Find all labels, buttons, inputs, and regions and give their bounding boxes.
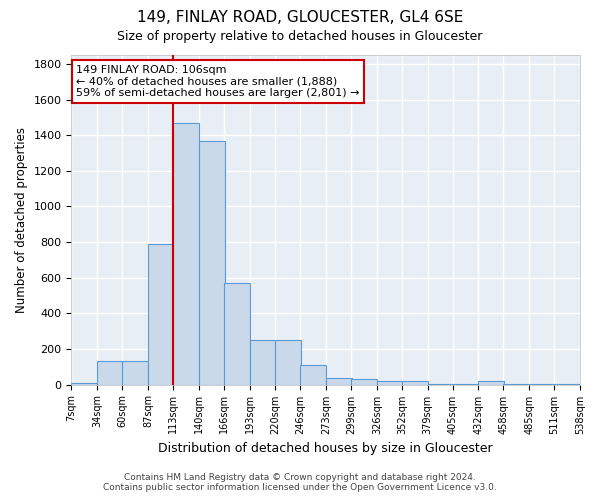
- Bar: [122, 362, 148, 384]
- Bar: [199, 140, 224, 384]
- Bar: [351, 379, 377, 384]
- Bar: [71, 383, 97, 384]
- Text: 149 FINLAY ROAD: 106sqm
← 40% of detached houses are smaller (1,888)
59% of semi: 149 FINLAY ROAD: 106sqm ← 40% of detache…: [76, 65, 360, 98]
- Bar: [326, 378, 352, 384]
- Bar: [148, 244, 174, 384]
- Bar: [478, 381, 505, 384]
- Text: 149, FINLAY ROAD, GLOUCESTER, GL4 6SE: 149, FINLAY ROAD, GLOUCESTER, GL4 6SE: [137, 10, 463, 25]
- Bar: [301, 365, 326, 384]
- Bar: [173, 122, 199, 384]
- Bar: [275, 340, 301, 384]
- X-axis label: Distribution of detached houses by size in Gloucester: Distribution of detached houses by size …: [158, 442, 493, 455]
- Bar: [402, 382, 428, 384]
- Y-axis label: Number of detached properties: Number of detached properties: [15, 127, 28, 313]
- Bar: [97, 362, 123, 384]
- Text: Contains HM Land Registry data © Crown copyright and database right 2024.
Contai: Contains HM Land Registry data © Crown c…: [103, 473, 497, 492]
- Bar: [377, 382, 403, 384]
- Text: Size of property relative to detached houses in Gloucester: Size of property relative to detached ho…: [118, 30, 482, 43]
- Bar: [224, 283, 250, 384]
- Bar: [250, 340, 275, 384]
